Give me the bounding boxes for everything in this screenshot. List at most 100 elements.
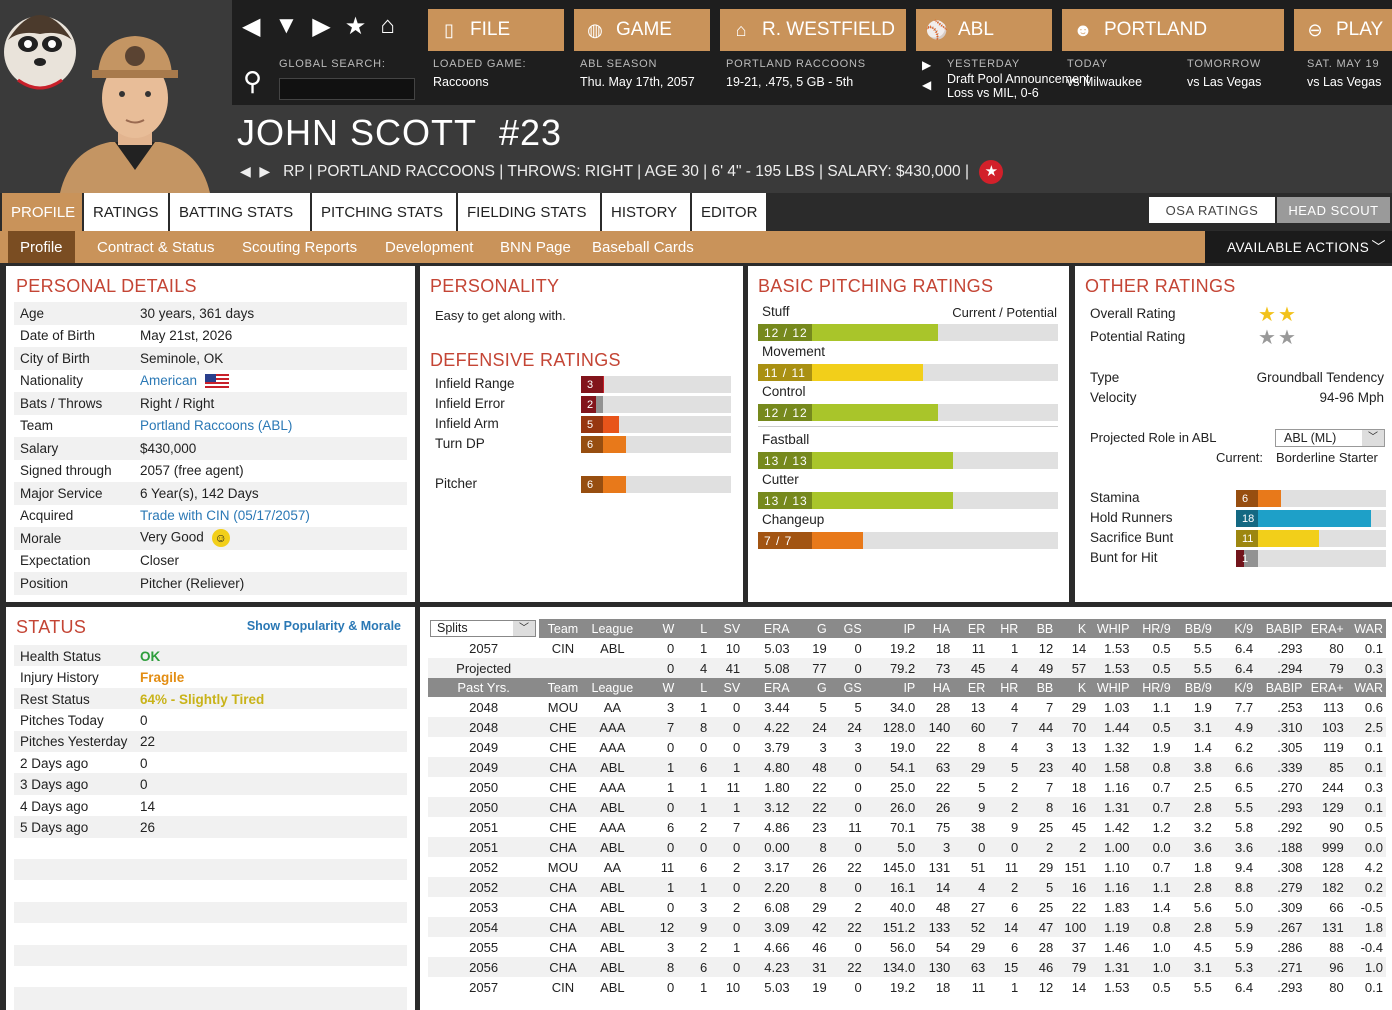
header-ip[interactable]: IP [903,680,916,695]
global-search-input[interactable] [279,78,415,100]
header-sv[interactable]: SV [723,680,741,695]
header-league[interactable]: League [591,621,634,636]
header-war[interactable]: WAR [1354,680,1383,695]
header-era[interactable]: ERA+ [1310,680,1344,695]
header-gs[interactable]: GS [843,680,862,695]
tab-ratings[interactable]: RATINGS [84,193,170,231]
tab-pitching-stats[interactable]: PITCHING STATS [312,193,458,231]
header-bb[interactable]: BB [1036,680,1054,695]
header-babip[interactable]: BABIP [1265,621,1303,636]
subtab-scouting-reports[interactable]: Scouting Reports [242,238,358,256]
saturday-value[interactable]: vs Las Vegas [1307,75,1382,89]
header-era[interactable]: ERA+ [1310,621,1344,636]
team-logo[interactable] [0,0,82,110]
tab-history[interactable]: HISTORY [602,193,692,231]
header-bb-9[interactable]: BB/9 [1184,621,1212,636]
stats-cell: 1 [1011,979,1019,995]
header-k[interactable]: K [1077,680,1087,695]
header-hr-9[interactable]: HR/9 [1142,680,1171,695]
play-button[interactable]: ⊖ PLAY [1294,9,1392,51]
team-button[interactable]: ☻ PORTLAND [1062,9,1284,51]
game-button[interactable]: ◍ GAME [574,9,710,51]
header-er[interactable]: ER [967,680,986,695]
header-ha[interactable]: HA [932,621,951,636]
detail-row-salary: Salary $430,000 [14,437,407,460]
prev-icon[interactable]: ◀ [922,78,932,92]
tab-batting-stats[interactable]: BATTING STATS [170,193,312,231]
header-sv[interactable]: SV [723,621,741,636]
header-team[interactable]: Team [547,621,579,636]
status-value: 0 [140,777,148,793]
file-button[interactable]: ▯ FILE [428,9,564,51]
next-player-icon[interactable]: ▶ [259,163,271,179]
stats-cell: 8 [667,959,675,975]
stats-cell: AAA [599,739,626,755]
detail-value[interactable]: Trade with CIN (05/17/2057) [140,508,310,524]
header-g[interactable]: G [816,680,827,695]
header-w[interactable]: W [662,680,675,695]
subtab-profile[interactable]: Profile [8,231,75,263]
header-k-9[interactable]: K/9 [1234,621,1254,636]
tab-profile[interactable]: PROFILE [2,193,84,231]
yesterday-result[interactable]: Loss vs MIL, 0-6 [947,86,1039,100]
tomorrow-value[interactable]: vs Las Vegas [1187,75,1262,89]
subtab-contract-status[interactable]: Contract & Status [97,238,215,256]
today-value[interactable]: vs Milwaukee [1067,75,1143,89]
prev-player-icon[interactable]: ◀ [240,163,251,179]
header-hr[interactable]: HR [1000,680,1019,695]
subtab-development[interactable]: Development [385,238,474,256]
stats-cell: 2048 [469,719,499,735]
subtab-baseball-cards[interactable]: Baseball Cards [592,238,694,256]
home-icon[interactable]: ⌂ [380,12,395,39]
header-war[interactable]: WAR [1354,621,1383,636]
header-team[interactable]: Team [547,680,579,695]
league-button[interactable]: ⚾ ABL [916,9,1052,51]
header-babip[interactable]: BABIP [1265,680,1303,695]
show-popularity-link[interactable]: Show Popularity & Morale [246,619,401,633]
favorite-star-icon[interactable]: ★ [979,160,1004,184]
tab-editor[interactable]: EDITOR [692,193,768,231]
header-bb[interactable]: BB [1036,621,1054,636]
star-icon[interactable]: ★ [344,13,367,40]
detail-value[interactable]: American [140,373,230,389]
header-gs[interactable]: GS [843,621,862,636]
header-ha[interactable]: HA [932,680,951,695]
back-icon[interactable]: ◀ [242,13,261,40]
detail-value[interactable]: Portland Raccoons (ABL) [140,418,293,434]
yesterday-news[interactable]: Draft Pool Announcement [947,72,1090,86]
header-l[interactable]: L [700,621,708,636]
header-k[interactable]: K [1077,621,1087,636]
header-era[interactable]: ERA [763,621,790,636]
header-whip[interactable]: WHIP [1096,680,1130,695]
header-g[interactable]: G [816,621,827,636]
header-hr-9[interactable]: HR/9 [1142,621,1171,636]
available-actions-button[interactable]: AVAILABLE ACTIONS ﹀ [1205,231,1392,263]
header-league[interactable]: League [591,680,634,695]
header-ip[interactable]: IP [903,621,916,636]
stats-cell: 12 [1038,640,1054,656]
splits-select[interactable]: Splits ﹀ [428,619,540,638]
header-era[interactable]: ERA [763,680,790,695]
splits-dropdown[interactable]: Splits ﹀ [430,620,536,637]
manager-button[interactable]: ⌂ R. WESTFIELD [720,9,906,51]
header-k-9[interactable]: K/9 [1234,680,1254,695]
forward-icon[interactable]: ▶ [312,13,331,40]
subtab-bnn-page[interactable]: BNN Page [500,238,571,256]
head-scout-toggle[interactable]: HEAD SCOUT [1277,197,1390,223]
header-w[interactable]: W [662,621,675,636]
tab-fielding-stats[interactable]: FIELDING STATS [458,193,602,231]
next-icon[interactable]: ▶ [922,58,932,72]
header-l[interactable]: L [700,680,708,695]
dropdown-icon[interactable]: ▼ [274,12,299,39]
header-er[interactable]: ER [967,621,986,636]
stats-cell: ABL [600,640,625,656]
osa-ratings-toggle[interactable]: OSA RATINGS [1149,197,1275,223]
stats-cell: 3 [667,939,675,955]
stats-cell: 1.1 [1152,879,1171,895]
stats-cell: 6 [667,819,675,835]
projected-role-select[interactable]: ABL (ML) ﹀ [1275,429,1385,447]
header-bb-9[interactable]: BB/9 [1184,680,1212,695]
header-whip[interactable]: WHIP [1096,621,1130,636]
header-hr[interactable]: HR [1000,621,1019,636]
stats-cell: 128.0 [882,719,916,735]
